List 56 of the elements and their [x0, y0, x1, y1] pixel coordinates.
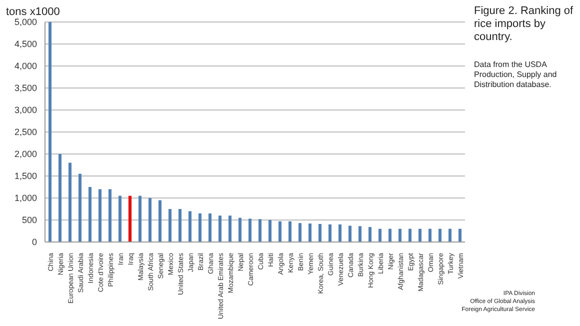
y-tick-label: 0 [32, 237, 37, 248]
bar [268, 220, 272, 242]
bar [408, 228, 412, 242]
bar [108, 189, 112, 242]
y-tick-label: 5,000 [14, 17, 37, 28]
bar [328, 224, 332, 242]
text: Figure 2. Ranking of rice imports by country. [474, 5, 574, 44]
bar [148, 198, 152, 242]
bar [208, 213, 212, 242]
bar [258, 219, 262, 242]
y-tick-label: 4,000 [14, 61, 37, 72]
bar [308, 224, 312, 242]
bar [128, 196, 132, 242]
bar [338, 224, 342, 242]
y-tick-label: 4,500 [14, 39, 37, 50]
bar [88, 187, 92, 242]
bar [428, 228, 432, 242]
bar [418, 228, 422, 242]
bar [388, 228, 392, 242]
bar [368, 227, 372, 242]
bar [198, 213, 202, 242]
y-axis-title: tons x1000 [6, 6, 60, 18]
bar [248, 218, 252, 242]
bar [58, 154, 62, 242]
bar [238, 218, 242, 242]
bar [358, 226, 362, 242]
bar [178, 209, 182, 242]
bar [188, 211, 192, 242]
y-tick-label: 1,500 [14, 171, 37, 182]
bar [398, 228, 402, 242]
bar [68, 162, 72, 242]
y-tick-label: 1,000 [14, 193, 37, 204]
bar [348, 226, 352, 242]
bar [158, 200, 162, 242]
y-tick-label: 2,500 [14, 127, 37, 138]
bar [288, 221, 292, 242]
bar [278, 221, 282, 242]
bar [228, 216, 232, 242]
bar [458, 228, 462, 242]
bar [218, 216, 222, 242]
bar [448, 228, 452, 242]
bar [298, 223, 302, 242]
bar [48, 22, 52, 242]
bar [318, 224, 322, 242]
bar [98, 189, 102, 242]
bar [138, 196, 142, 242]
bar [78, 174, 82, 242]
bar [168, 209, 172, 242]
bar [438, 228, 442, 242]
y-tick-label: 3,000 [14, 105, 37, 116]
text: Data from the USDA Production, Supply and Distribution database. [474, 60, 558, 90]
y-tick-label: 3,500 [14, 83, 37, 94]
y-tick-label: 2,000 [14, 149, 37, 160]
bar [378, 228, 382, 242]
bar [118, 196, 122, 242]
y-tick-label: 500 [22, 215, 37, 226]
